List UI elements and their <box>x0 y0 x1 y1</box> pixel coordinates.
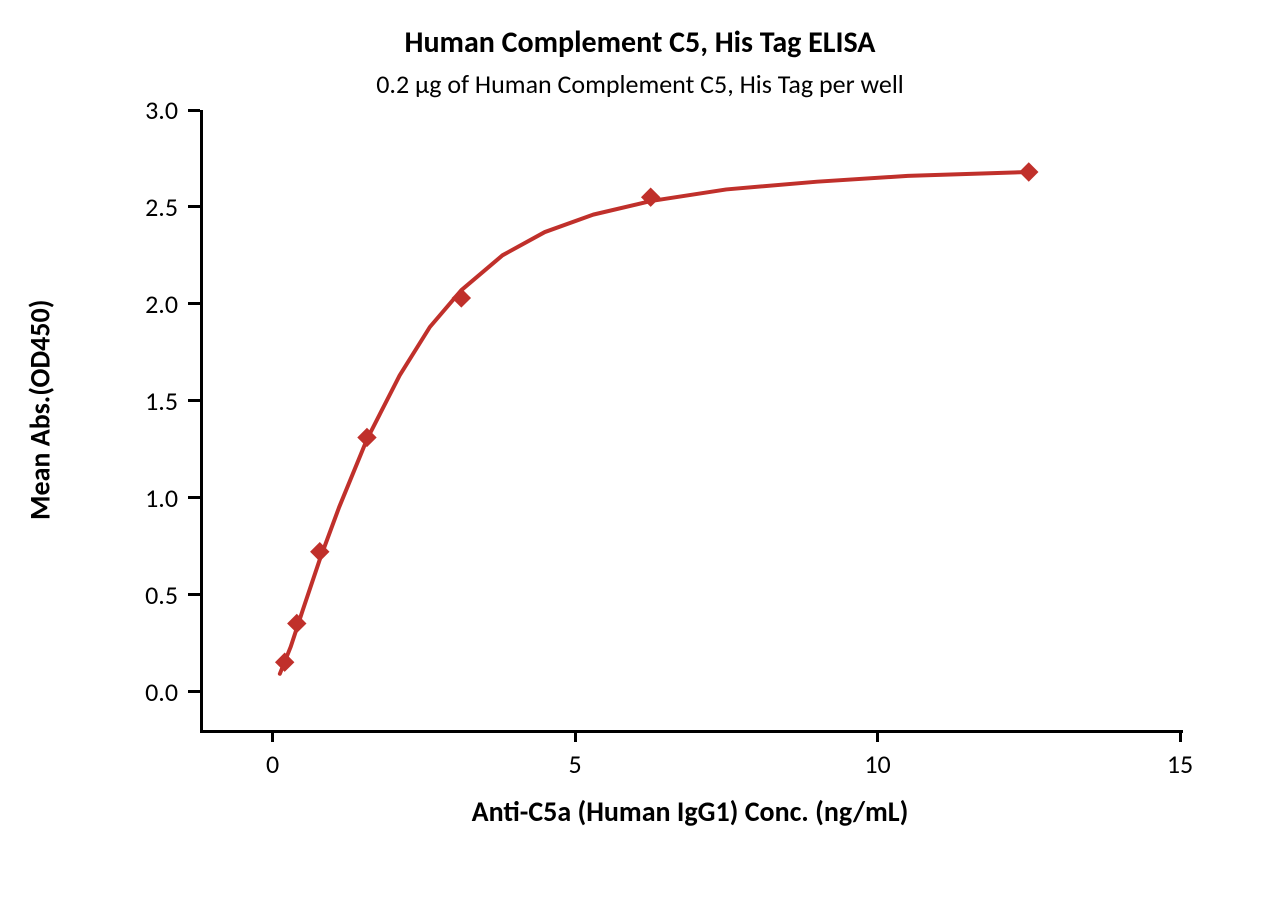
y-tick <box>188 302 200 305</box>
x-tick-label: 15 <box>1140 748 1220 780</box>
data-marker <box>1020 163 1038 181</box>
x-tick-label: 0 <box>233 748 313 780</box>
x-tick <box>574 730 577 742</box>
data-marker <box>288 614 306 632</box>
y-tick-label: 2.0 <box>118 288 178 320</box>
y-tick <box>188 496 200 499</box>
x-tick <box>876 730 879 742</box>
chart-container: Human Complement C5, His Tag ELISA 0.2 μ… <box>0 0 1280 899</box>
y-tick-label: 2.5 <box>118 191 178 223</box>
data-marker <box>452 289 470 307</box>
y-axis-label: Mean Abs.(OD450) <box>23 320 58 520</box>
y-tick-label: 3.0 <box>118 94 178 126</box>
plot-svg <box>0 0 1280 899</box>
x-axis-label: Anti-C5a (Human IgG1) Conc. (ng/mL) <box>200 794 1180 829</box>
x-tick-label: 10 <box>838 748 918 780</box>
y-tick-label: 0.0 <box>118 676 178 708</box>
y-tick <box>188 593 200 596</box>
y-tick <box>188 690 200 693</box>
y-tick-label: 1.5 <box>118 385 178 417</box>
data-marker <box>276 653 294 671</box>
x-tick <box>271 730 274 742</box>
y-tick-label: 1.0 <box>118 482 178 514</box>
y-tick <box>188 399 200 402</box>
x-tick <box>1179 730 1182 742</box>
y-tick-label: 0.5 <box>118 579 178 611</box>
fit-curve <box>280 172 1029 674</box>
y-tick <box>188 109 200 112</box>
y-tick <box>188 205 200 208</box>
x-tick-label: 5 <box>535 748 615 780</box>
